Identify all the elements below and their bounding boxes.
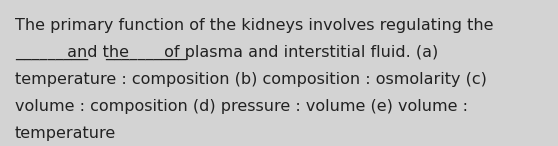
Text: _________: _________ — [15, 45, 88, 60]
Text: of plasma and interstitial fluid. (a): of plasma and interstitial fluid. (a) — [159, 45, 439, 60]
Text: The primary function of the kidneys involves regulating the: The primary function of the kidneys invo… — [15, 18, 493, 33]
Text: and the: and the — [62, 45, 134, 60]
Text: temperature : composition (b) composition : osmolarity (c): temperature : composition (b) compositio… — [15, 72, 487, 87]
Text: volume : composition (d) pressure : volume (e) volume :: volume : composition (d) pressure : volu… — [15, 99, 468, 114]
Text: temperature: temperature — [15, 126, 116, 141]
Text: __________: __________ — [105, 45, 186, 60]
